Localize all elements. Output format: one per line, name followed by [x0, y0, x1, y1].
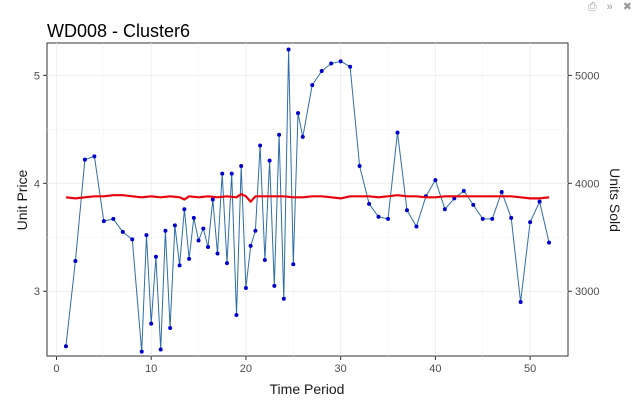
data-point	[367, 201, 372, 206]
data-point	[248, 243, 253, 248]
axes-layer: 0 10 20 30 40 50 3 4 5 3000 4000 5000	[34, 70, 600, 375]
data-point	[191, 215, 196, 220]
data-point	[172, 223, 177, 228]
plot-panel	[46, 42, 569, 357]
data-point	[239, 164, 244, 169]
data-point	[319, 69, 324, 74]
y2-tick-label: 3000	[575, 286, 599, 298]
collapse-icon[interactable]: »	[606, 1, 613, 13]
data-point	[253, 228, 258, 233]
data-point	[537, 199, 542, 204]
data-point	[144, 233, 149, 238]
data-point	[220, 171, 225, 176]
export-icon[interactable]: ⎙	[587, 1, 597, 13]
data-point	[272, 283, 277, 288]
data-point	[509, 215, 514, 220]
data-point	[281, 296, 286, 301]
data-point	[376, 214, 381, 219]
x-tick-label: 0	[53, 363, 59, 375]
data-point	[404, 208, 409, 213]
data-point	[310, 83, 315, 88]
x-axis-title: Time Period	[270, 381, 345, 397]
y-axis-title: Unit Price	[14, 169, 30, 230]
x-tick-label: 30	[335, 363, 347, 375]
data-point	[547, 240, 552, 245]
data-point	[480, 216, 485, 221]
data-point	[158, 347, 163, 352]
series-layer	[63, 47, 552, 354]
y-tick-label: 3	[34, 286, 40, 298]
data-point	[243, 286, 248, 291]
data-point	[329, 61, 334, 66]
data-point	[452, 196, 457, 201]
data-point	[357, 164, 362, 169]
data-point	[82, 157, 87, 162]
data-point	[215, 251, 220, 256]
data-point	[168, 325, 173, 330]
data-point	[130, 237, 135, 242]
data-point	[442, 207, 447, 212]
y-tick-label: 4	[34, 178, 40, 190]
data-point	[291, 262, 296, 267]
data-point	[262, 257, 267, 262]
data-point	[286, 47, 291, 52]
data-point	[461, 188, 466, 193]
x-tick-label: 20	[240, 363, 252, 375]
data-point	[338, 59, 343, 64]
data-point	[267, 158, 272, 163]
data-point	[224, 261, 229, 266]
y2-tick-label: 5000	[575, 70, 599, 82]
data-point	[201, 226, 206, 231]
data-point	[187, 256, 192, 261]
data-point	[63, 344, 68, 349]
x-tick-label: 50	[524, 363, 536, 375]
data-point	[386, 216, 391, 221]
data-point	[111, 216, 116, 221]
data-point	[149, 321, 154, 326]
data-point	[490, 216, 495, 221]
data-point	[229, 171, 234, 176]
y2-tick-label: 4000	[575, 178, 599, 190]
y2-axis-title: Units Sold	[607, 168, 623, 232]
data-point	[163, 228, 168, 233]
data-point	[300, 134, 305, 139]
data-point	[433, 178, 438, 183]
data-point	[139, 349, 144, 354]
data-point	[92, 154, 97, 159]
data-point	[120, 229, 125, 234]
data-point	[73, 259, 78, 264]
data-point	[153, 254, 158, 259]
data-point	[101, 219, 106, 224]
data-point	[395, 130, 400, 135]
data-point	[234, 312, 239, 317]
data-point	[206, 244, 211, 249]
data-point	[518, 300, 523, 305]
close-icon[interactable]: ✖	[622, 1, 632, 13]
data-point	[210, 197, 215, 202]
data-point	[414, 224, 419, 229]
data-point	[177, 263, 182, 268]
x-tick-label: 40	[429, 363, 441, 375]
data-point	[196, 238, 201, 243]
x-tick-label: 10	[145, 363, 157, 375]
data-point	[528, 220, 533, 225]
series-line-unit-price	[65, 193, 550, 203]
data-point	[277, 132, 282, 137]
data-point	[182, 207, 187, 212]
chart-title: WD008 - Cluster6	[47, 21, 190, 41]
y-tick-label: 5	[34, 70, 40, 82]
data-point	[258, 143, 263, 148]
data-point	[471, 202, 476, 207]
data-point	[296, 111, 301, 116]
window-toolbar: ⎙ » ✖	[588, 0, 632, 14]
data-point	[348, 64, 353, 69]
data-point	[499, 189, 504, 194]
